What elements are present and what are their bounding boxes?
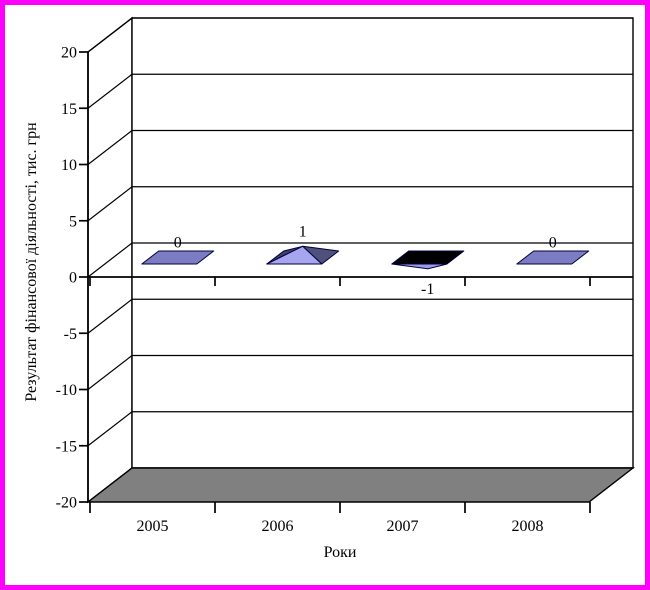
y-tick-label: -15 [56, 438, 77, 455]
x-axis-title: Роки [324, 544, 357, 561]
y-gridline-side [87, 130, 133, 165]
y-tick-label: 5 [69, 213, 77, 230]
chart-series [141, 245, 590, 270]
y-gridline-side [87, 355, 133, 390]
pyramid-2006-front-face [266, 245, 323, 265]
y-tick-label: 15 [61, 101, 77, 118]
x-category-label: 2007 [387, 518, 419, 535]
y-gridline-side [87, 186, 133, 222]
y-gridline-side [87, 411, 133, 447]
y-gridline-side [87, 298, 133, 334]
y-tick-label: 10 [61, 157, 77, 174]
pyramid-2007-base-top [391, 250, 465, 265]
y-tick-label: -10 [56, 382, 77, 399]
data-label: 1 [299, 223, 307, 240]
chart-axes [79, 51, 633, 513]
y-tick-label: -5 [64, 326, 77, 343]
chart-floor [85, 467, 636, 503]
chart-data-labels: 0 1 -1 0 [174, 223, 557, 298]
pyramid-2008-flat-base [516, 250, 590, 265]
y-tick-label: 20 [61, 45, 77, 62]
pyramid-2005-flat-base [141, 250, 215, 265]
data-label: 0 [174, 235, 182, 252]
chart-floor-slab [85, 467, 636, 503]
data-label: 0 [549, 235, 557, 252]
y-gridline-side [87, 17, 133, 53]
y-axis-title: Результат фінансової діяльності, тис. гр… [23, 122, 40, 402]
y-tick-label: 0 [69, 270, 77, 287]
x-category-label: 2008 [512, 518, 544, 535]
data-label: -1 [421, 281, 434, 298]
y-tick-label: -20 [56, 495, 77, 512]
y-gridline-side [87, 73, 133, 109]
x-category-label: 2005 [137, 518, 169, 535]
x-category-label: 2006 [262, 518, 294, 535]
y-gridline-side [87, 242, 133, 278]
